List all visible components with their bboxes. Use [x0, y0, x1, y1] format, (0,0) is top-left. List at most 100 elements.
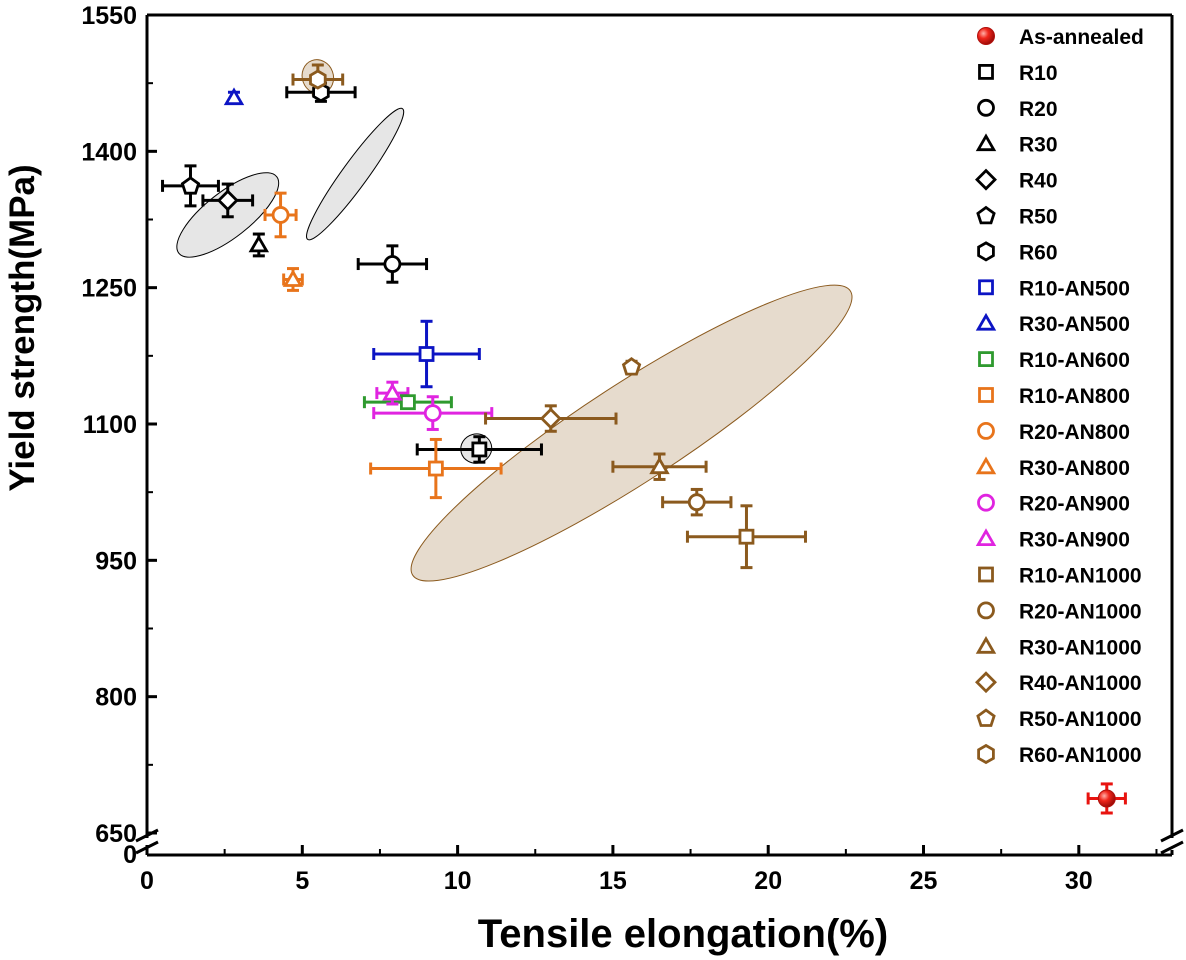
marker-r10-an600	[400, 394, 416, 411]
legend-marker	[978, 279, 994, 296]
marker-r30-an800	[282, 269, 304, 287]
y-tick-label: 1400	[81, 138, 137, 166]
data-markers	[180, 69, 1116, 808]
legend-marker	[975, 528, 997, 546]
ticks: 0 5 10 15 20 25 30 650 800 950 1100 1250 1400 1550 0	[81, 2, 1158, 895]
legend-item-as-annealed: As-annealed	[977, 26, 1144, 49]
y-tick-label: 950	[95, 547, 137, 575]
legend-marker	[977, 421, 995, 440]
legend-marker	[977, 98, 995, 117]
marker-r20-an900	[423, 404, 442, 422]
marker-r20	[383, 255, 402, 273]
legend-marker	[975, 133, 997, 152]
legend-marker	[975, 636, 997, 654]
group-ellipse-2	[306, 107, 405, 241]
y-tick-label-zero: 0	[123, 841, 137, 869]
legend-item-r10-an500: R10-AN500	[978, 277, 1130, 300]
legend-marker	[978, 566, 994, 583]
y-tick-label: 800	[95, 684, 137, 712]
right-axis-break-mark	[1160, 828, 1184, 855]
x-tick-label: 25	[910, 867, 938, 895]
legend-label: R30-AN800	[1019, 457, 1130, 480]
legend-item-r20-an900: R20-AN900	[977, 493, 1130, 516]
legend-marker	[977, 241, 995, 262]
group-ellipses	[176, 59, 853, 582]
marker-r30-an500	[223, 87, 245, 106]
error-bar-r20	[356, 244, 429, 284]
legend-marker	[975, 456, 997, 475]
marker-r50-an1000	[621, 356, 642, 376]
marker-r10-an800	[427, 460, 444, 477]
legend-marker	[977, 743, 995, 765]
legend-item-r10-an1000: R10-AN1000	[978, 565, 1142, 588]
x-axis-title: Tensile elongation(%)	[478, 912, 888, 956]
x-tick-label: 20	[754, 867, 782, 895]
legend-marker	[975, 312, 997, 331]
legend-item-r20-an800: R20-AN800	[977, 421, 1130, 444]
legend-marker	[978, 351, 994, 368]
legend-marker	[976, 708, 996, 727]
legend-label: R10-AN800	[1019, 385, 1130, 408]
legend-label: R60	[1019, 241, 1058, 264]
legend-item-r10-an800: R10-AN800	[978, 385, 1130, 408]
legend-label: R10-AN500	[1019, 277, 1130, 300]
legend-item-r40-an1000: R40-AN1000	[975, 671, 1142, 695]
legend-label: As-annealed	[1019, 26, 1144, 49]
legend-label: R20-AN800	[1019, 421, 1130, 444]
legend-item-r40: R40	[975, 168, 1058, 193]
legend-item-r50: R50	[976, 205, 1058, 229]
legend-marker	[977, 493, 995, 512]
legend-label: R30-AN500	[1019, 313, 1130, 336]
legend-label: R20-AN1000	[1019, 600, 1142, 623]
marker-r50	[180, 176, 201, 195]
legend-marker	[978, 64, 994, 80]
y-tick-label: 1550	[81, 2, 137, 30]
legend-label: R10	[1019, 62, 1058, 85]
x-tick-label: 10	[444, 867, 472, 895]
y-tick-label: 650	[95, 820, 137, 848]
marker-r10	[471, 441, 488, 458]
y-tick-label: 1100	[83, 411, 137, 439]
marker-r30-an900	[382, 382, 403, 401]
legend-marker	[977, 601, 995, 620]
legend-label: R50-AN1000	[1019, 708, 1142, 731]
legend-label: R20-AN900	[1019, 493, 1130, 516]
legend-marker	[975, 671, 997, 694]
marker-r20-an1000	[687, 493, 706, 512]
legend-label: R20	[1019, 98, 1058, 121]
legend-marker	[976, 205, 996, 225]
y-axis-title: Yield strength(MPa)	[3, 164, 42, 491]
legend-label: R10-AN600	[1019, 349, 1130, 372]
legend-item-r30-an1000: R30-AN1000	[975, 636, 1142, 659]
marker-r10-an1000	[738, 528, 755, 545]
marker-r40	[216, 189, 239, 212]
legend-label: R30-AN900	[1019, 529, 1130, 552]
legend-item-r20-an1000: R20-AN1000	[977, 600, 1142, 623]
legend-item-r60: R60	[977, 241, 1058, 264]
legend-item-r30-an500: R30-AN500	[975, 312, 1130, 336]
legend-label: R10-AN1000	[1019, 565, 1142, 588]
x-tick-label: 15	[599, 867, 627, 895]
legend-item-r60-an1000: R60-AN1000	[977, 743, 1142, 767]
legend-marker	[977, 27, 995, 45]
legend: As-annealed R10 R20 R30 R40 R50 R60 R10-AN500 R3…	[975, 26, 1144, 767]
legend-item-r50-an1000: R50-AN1000	[976, 708, 1142, 731]
marker-r20-an800	[271, 206, 290, 224]
legend-label: R60-AN1000	[1019, 744, 1142, 767]
marker-r60-an1000	[309, 69, 327, 90]
x-tick-label: 30	[1065, 867, 1093, 895]
legend-item-r10: R10	[978, 62, 1058, 85]
marker-r30	[248, 234, 270, 253]
legend-item-r30: R30	[975, 133, 1058, 157]
marker-r30-an1000	[649, 456, 670, 475]
legend-marker	[978, 387, 994, 403]
marker-r10-an500	[418, 346, 435, 362]
y-tick-label: 1250	[81, 275, 137, 303]
group-ellipse-4	[410, 284, 853, 582]
x-tick-label: 0	[140, 867, 154, 895]
legend-marker	[975, 168, 997, 191]
legend-label: R40-AN1000	[1019, 672, 1142, 695]
legend-item-r10-an600: R10-AN600	[978, 349, 1130, 372]
marker-as-annealed	[1097, 789, 1116, 808]
